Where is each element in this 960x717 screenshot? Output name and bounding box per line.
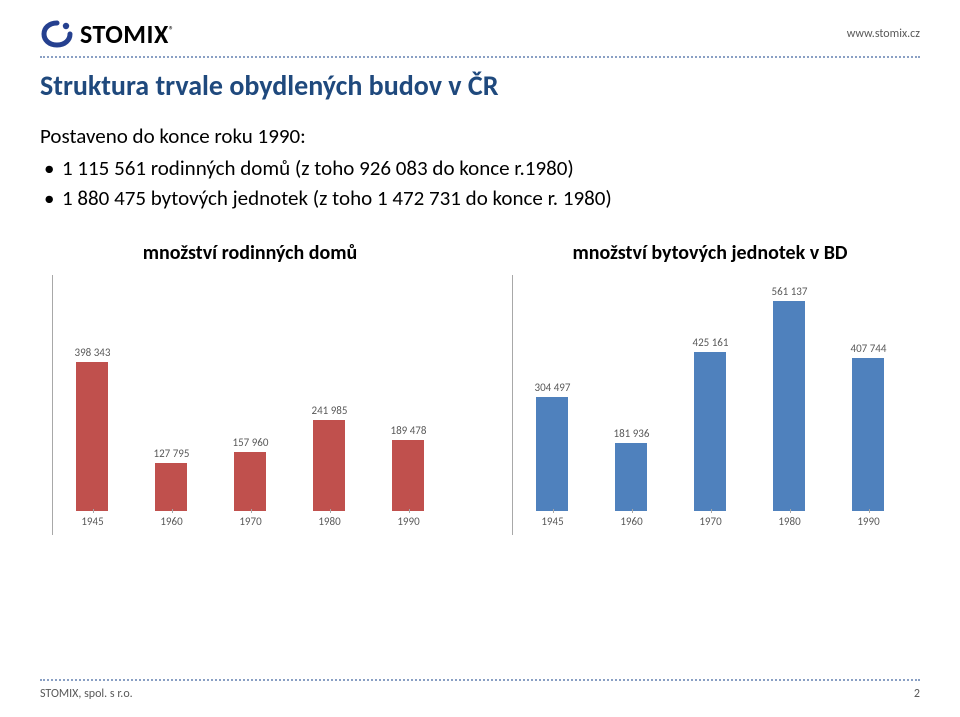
page-title: Struktura trvale obydlených budov v ČR	[40, 68, 920, 103]
bar-value-label: 189 478	[391, 424, 427, 437]
chart-title-right: množství bytových jednotek v BD	[500, 241, 920, 265]
x-tick-label: 1980	[318, 515, 340, 535]
bar-rect	[392, 440, 424, 511]
top-divider	[40, 56, 920, 58]
bar-value-label: 398 343	[75, 346, 111, 359]
logo-mark-icon	[40, 19, 74, 49]
bar-column: 181 936	[614, 427, 650, 511]
x-tick-label: 1945	[541, 515, 563, 535]
x-tick-label: 1970	[699, 515, 721, 535]
bar-column: 241 985	[312, 404, 348, 511]
bar-column: 561 137	[772, 285, 808, 511]
bar-rect	[155, 463, 187, 511]
charts-row: množství rodinných domů 398 343 127 795 15…	[40, 241, 920, 535]
bar-value-label: 407 744	[851, 342, 887, 355]
logo-name: STOMIX	[80, 18, 169, 50]
footer-org: STOMIX, spol. s r.o.	[40, 687, 133, 701]
x-tick-label: 1970	[239, 515, 261, 535]
bar-rect	[615, 443, 647, 511]
x-tick-label: 1960	[160, 515, 182, 535]
bullet-item: 1 880 475 bytových jednotek (z toho 1 47…	[40, 185, 920, 211]
chart-area-right: 304 497 181 936 425 161 561 137 407 744 1945…	[512, 275, 908, 535]
bar-value-label: 425 161	[693, 336, 729, 349]
bar-column: 407 744	[851, 342, 887, 511]
bar-column: 398 343	[75, 346, 111, 511]
bars-container: 304 497181 936425 161561 137407 744	[513, 301, 908, 511]
page-number: 2	[914, 687, 920, 701]
x-tick-label: 1990	[397, 515, 419, 535]
slide: STOMIX® www.stomix.cz Struktura trvale o…	[0, 0, 960, 717]
bar-column: 304 497	[535, 381, 571, 511]
bar-value-label: 157 960	[233, 436, 269, 449]
site-url: www.stomix.cz	[847, 27, 920, 41]
chart-right: množství bytových jednotek v BD 304 497 1…	[500, 241, 920, 535]
logo-text: STOMIX®	[80, 18, 174, 50]
bar-column: 189 478	[391, 424, 427, 511]
footer-row: STOMIX, spol. s r.o. 2	[40, 687, 920, 701]
bar-value-label: 304 497	[535, 381, 571, 394]
chart-title-left: množství rodinných domů	[40, 241, 460, 265]
bar-column: 425 161	[693, 336, 729, 511]
bullet-item: 1 115 561 rodinných domů (z toho 926 083…	[40, 155, 920, 181]
logo-registered: ®	[169, 23, 175, 36]
bar-value-label: 561 137	[772, 285, 808, 298]
x-tick-label: 1980	[778, 515, 800, 535]
x-axis-ticks: 1945 1960 1970 1980 1990	[53, 515, 448, 535]
bar-rect	[536, 397, 568, 511]
bar-rect	[313, 420, 345, 511]
intro-line: Postaveno do konce roku 1990:	[40, 123, 920, 149]
bar-rect	[694, 352, 726, 511]
x-tick-label: 1960	[620, 515, 642, 535]
bottom-divider	[40, 679, 920, 681]
header-row: STOMIX® www.stomix.cz	[40, 18, 920, 50]
bar-rect	[234, 452, 266, 511]
bar-value-label: 127 795	[154, 447, 190, 460]
bar-rect	[773, 301, 805, 511]
bar-rect	[76, 362, 108, 511]
x-tick-label: 1990	[857, 515, 879, 535]
bar-column: 127 795	[154, 447, 190, 511]
x-tick-label: 1945	[81, 515, 103, 535]
bar-rect	[852, 358, 884, 511]
bars-container: 398 343 127 795 157 960 241 985 189 478	[53, 301, 448, 511]
x-axis-ticks: 1945 1960 1970 1980 1990	[513, 515, 908, 535]
chart-left: množství rodinných domů 398 343 127 795 15…	[40, 241, 460, 535]
bar-value-label: 241 985	[312, 404, 348, 417]
bullet-list: 1 115 561 rodinných domů (z toho 926 083…	[40, 155, 920, 211]
chart-area-left: 398 343 127 795 157 960 241 985 189 478 1945…	[52, 275, 448, 535]
logo: STOMIX®	[40, 18, 174, 50]
footer: STOMIX, spol. s r.o. 2	[40, 679, 920, 701]
body-text: Postaveno do konce roku 1990: 1 115 561 …	[40, 123, 920, 211]
bar-column: 157 960	[233, 436, 269, 511]
bar-value-label: 181 936	[614, 427, 650, 440]
